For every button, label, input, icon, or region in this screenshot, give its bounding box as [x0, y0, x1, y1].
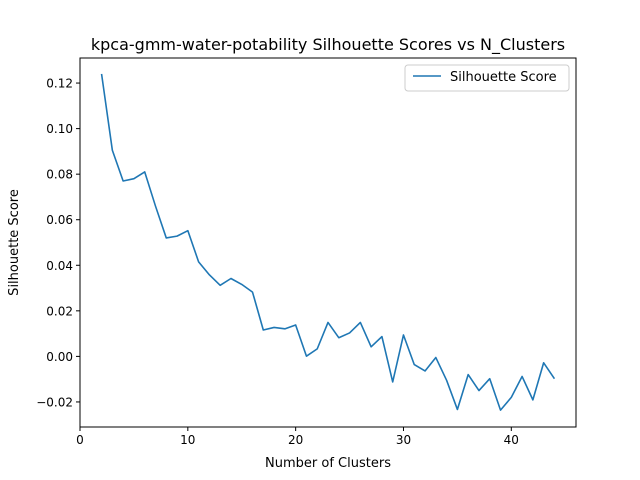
y-tick-label: 0.08: [46, 168, 73, 182]
y-tick-label: 0.10: [46, 122, 73, 136]
chart-title: kpca-gmm-water-potability Silhouette Sco…: [91, 35, 565, 55]
x-tick-label: 0: [76, 433, 84, 447]
axes-layer: [79, 57, 577, 428]
x-tick-label: 20: [288, 433, 303, 447]
legend-label-silhouette-score: Silhouette Score: [450, 70, 557, 85]
legend-frame: [404, 64, 570, 92]
y-tick-label: 0.02: [46, 304, 73, 318]
y-axis: −0.02 0.00 0.02 0.04 0.06 0.08 0.10 0.12: [36, 77, 80, 409]
x-tick-label: 30: [396, 433, 411, 447]
legend: Silhouette Score: [404, 64, 570, 92]
y-axis-label: Silhouette Score: [7, 189, 22, 296]
y-tick-label: 0.04: [46, 259, 73, 273]
series-line-silhouette-score: [100, 73, 556, 411]
x-axis-label: Number of Clusters: [265, 456, 391, 471]
x-tick-label: 10: [180, 433, 195, 447]
y-tick-label: 0.06: [46, 213, 73, 227]
y-tick-label: −0.02: [36, 395, 73, 409]
axes-frame: [79, 57, 577, 428]
series-layer: [100, 73, 556, 411]
x-tick-label: 40: [504, 433, 519, 447]
plot-background: [80, 58, 576, 427]
x-axis: 0 10 20 30 40: [76, 427, 519, 447]
y-tick-label: 0.12: [46, 77, 73, 91]
plot-area: [80, 58, 576, 427]
y-tick-label: 0.00: [46, 350, 73, 364]
